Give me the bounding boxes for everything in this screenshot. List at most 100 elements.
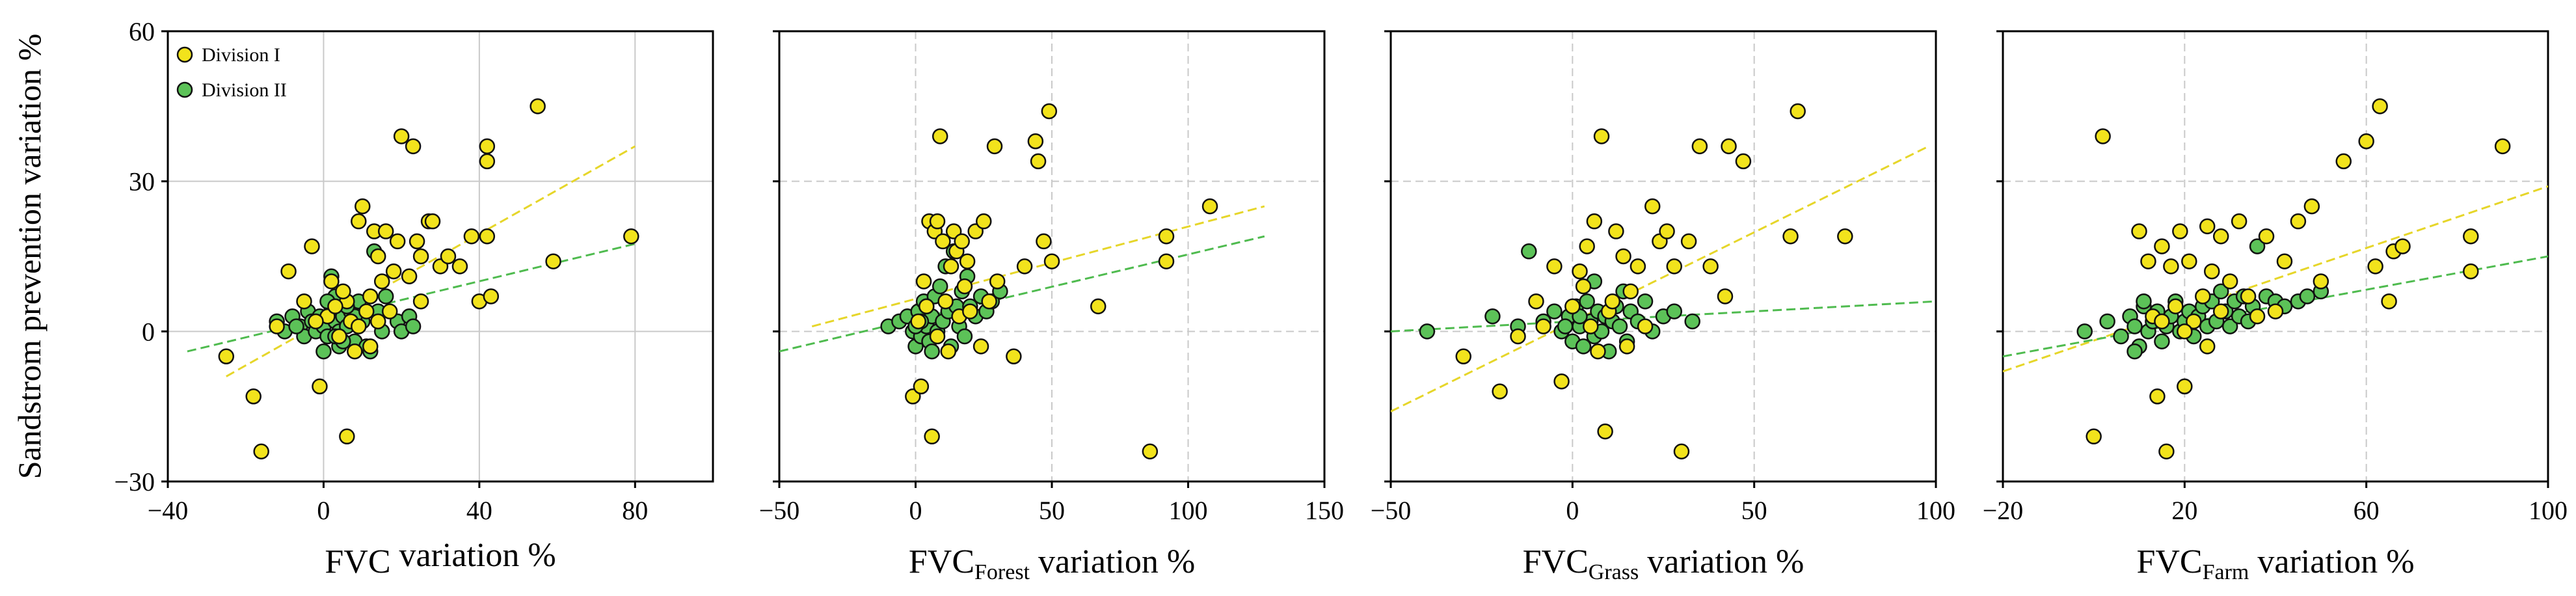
point-division-i [1455, 348, 1471, 365]
point-division-i [1735, 153, 1752, 170]
point-division-i [937, 293, 954, 310]
point-division-ii [288, 318, 304, 334]
point-division-i [1036, 233, 1052, 250]
plot-area [187, 98, 639, 460]
point-division-i [1579, 238, 1595, 254]
point-division-i [377, 223, 394, 239]
point-division-i [1510, 328, 1526, 345]
point-division-i [2249, 308, 2266, 325]
point-division-i [440, 248, 457, 265]
point-division-i [323, 273, 340, 290]
x-tick-label: 0 [909, 496, 922, 525]
point-division-i [2177, 323, 2193, 340]
point-division-i [2203, 263, 2220, 280]
point-division-i [1030, 153, 1047, 170]
point-division-ii [2154, 333, 2170, 349]
point-division-i [1622, 283, 1639, 300]
point-division-i [483, 288, 500, 305]
trend-line-division-ii [1391, 300, 1936, 332]
trend-line-division-ii [187, 243, 636, 353]
point-division-ii [1579, 293, 1595, 310]
point-division-i [2335, 153, 2352, 170]
point-division-i [1790, 103, 1806, 120]
point-division-i [479, 228, 496, 245]
point-division-i [986, 138, 1003, 155]
point-division-i [1006, 348, 1022, 365]
point-division-i [355, 198, 371, 215]
x-axis-label-main: FVC [2136, 543, 2202, 580]
point-division-i [373, 273, 390, 290]
point-division-i [1630, 258, 1646, 275]
point-division-i [2290, 213, 2307, 230]
trend-line-division-i [2003, 185, 2548, 373]
point-division-i [2372, 98, 2388, 115]
point-division-i [935, 233, 951, 250]
point-division-i [369, 248, 386, 265]
x-tick-label: 150 [1305, 496, 1344, 525]
chart-panel-1: −40 0 40 80 −30 0 30 60 FVC variation % Sandstrom… [11, 17, 714, 580]
point-division-i [959, 253, 976, 269]
x-tick-label: 100 [1916, 496, 1955, 525]
chart-panel-2: −50 0 50 100 150 FVCForest variation % [759, 30, 1344, 584]
y-tick-label: 60 [129, 17, 155, 46]
point-division-i [479, 138, 496, 155]
point-division-i [1593, 128, 1610, 144]
point-division-i [358, 303, 375, 319]
point-division-i [1016, 258, 1033, 275]
x-axis-label: FVCGrass variation % [1523, 543, 1805, 584]
x-axis-label: FVCFarm variation % [2136, 543, 2414, 584]
point-division-i [1583, 318, 1599, 334]
point-division-i [389, 233, 406, 250]
trend-line-division-ii [779, 235, 1265, 353]
point-division-i [954, 233, 970, 250]
point-division-i [940, 343, 957, 360]
point-division-i [2177, 378, 2193, 395]
point-division-i [1041, 103, 1058, 120]
point-division-ii [1419, 323, 1436, 340]
legend-marker-division-i [176, 46, 193, 63]
point-division-i [2494, 138, 2511, 155]
point-division-i [2358, 133, 2374, 150]
x-tick-label: 60 [2354, 496, 2380, 525]
legend-label: Division I [202, 44, 280, 66]
point-division-i [1027, 133, 1044, 150]
point-division-ii [1666, 303, 1683, 319]
x-tick-label: 20 [2171, 496, 2197, 525]
x-axis-label: FVC variation % [325, 537, 556, 580]
point-division-i [530, 98, 546, 115]
legend-label: Division II [202, 79, 287, 101]
point-division-i [919, 298, 935, 315]
chart-panel-4: −20 20 60 100 FVCFarm variation % [1983, 30, 2568, 584]
y-tick-label: −30 [114, 467, 155, 496]
point-division-i [924, 428, 940, 445]
point-division-i [2267, 303, 2284, 319]
x-axis-label-tail: variation % [2249, 543, 2414, 580]
point-division-i [2095, 128, 2111, 144]
x-axis-label-subscript: Forest [974, 560, 1030, 584]
point-division-i [915, 273, 932, 290]
point-division-i [412, 248, 429, 265]
point-division-i [976, 213, 992, 230]
point-division-i [2463, 263, 2479, 280]
point-division-i [1644, 198, 1661, 215]
point-division-i [2221, 273, 2238, 290]
point-division-ii [377, 288, 394, 305]
point-division-ii [2136, 293, 2152, 310]
point-division-i [1535, 318, 1551, 334]
point-division-i [1721, 138, 1737, 155]
point-division-ii [1557, 318, 1574, 334]
point-division-i [296, 293, 312, 310]
point-division-i [1575, 278, 1592, 295]
point-division-i [2086, 428, 2102, 445]
x-axis-label-subscript: Grass [1589, 560, 1639, 584]
point-division-i [2367, 258, 2383, 275]
point-division-i [1837, 228, 1853, 245]
point-division-ii [1575, 338, 1592, 355]
point-division-i [331, 328, 347, 345]
x-tick-label: 80 [622, 496, 648, 525]
chart-panel-3: −50 0 50 100 FVCGrass variation % [1371, 30, 1955, 584]
point-division-i [2140, 253, 2156, 269]
point-division-i [2195, 288, 2211, 305]
point-division-i [1680, 233, 1697, 250]
